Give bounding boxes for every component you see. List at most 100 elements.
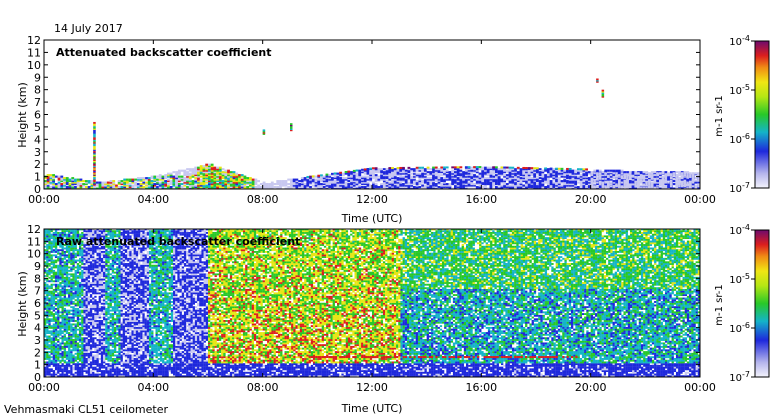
noise-cell bbox=[61, 302, 64, 305]
haze-cell bbox=[505, 174, 509, 177]
haze-cell bbox=[68, 178, 72, 181]
noise-cell bbox=[50, 259, 53, 262]
noise-cell bbox=[74, 337, 77, 340]
haze-cell bbox=[620, 183, 624, 186]
haze-cell bbox=[385, 172, 389, 175]
noise-cell bbox=[61, 282, 64, 284]
haze-cell bbox=[202, 178, 206, 181]
haze-cell bbox=[218, 187, 222, 189]
haze-cell bbox=[579, 175, 583, 178]
haze-cell bbox=[251, 180, 255, 183]
haze-cell bbox=[197, 180, 200, 183]
noise-cell bbox=[54, 285, 58, 288]
noise-cell bbox=[59, 271, 62, 274]
noise-cell bbox=[63, 307, 66, 310]
noise-cell bbox=[96, 371, 99, 374]
haze-cell bbox=[175, 183, 178, 186]
noise-cell bbox=[74, 275, 77, 278]
noise-cell bbox=[57, 235, 60, 238]
noise-cell bbox=[109, 358, 112, 360]
noise-cell bbox=[70, 256, 73, 259]
noise-cell bbox=[100, 342, 104, 345]
haze-cell bbox=[415, 175, 419, 178]
noise-cell bbox=[85, 330, 88, 333]
noise-cell bbox=[92, 314, 95, 317]
noise-cell bbox=[96, 271, 99, 274]
haze-cell bbox=[205, 163, 209, 166]
haze-cell bbox=[426, 177, 430, 180]
haze-cell bbox=[631, 184, 635, 187]
noise-cell bbox=[83, 339, 86, 341]
haze-cell bbox=[279, 184, 282, 187]
noise-cell bbox=[83, 283, 86, 286]
haze-cell bbox=[295, 187, 299, 189]
haze-cell bbox=[511, 181, 515, 184]
noise-cell bbox=[54, 313, 58, 316]
noise-cell bbox=[96, 290, 99, 293]
noise-cell bbox=[103, 366, 106, 369]
haze-cell bbox=[314, 184, 318, 187]
haze-cell bbox=[276, 187, 280, 189]
noise-cell bbox=[105, 264, 108, 267]
noise-cell bbox=[48, 252, 51, 255]
noise-cell bbox=[57, 349, 60, 352]
cloud-cell bbox=[93, 161, 96, 164]
haze-cell bbox=[489, 171, 493, 174]
noise-cell bbox=[107, 328, 110, 331]
haze-cell bbox=[150, 187, 154, 189]
haze-cell bbox=[57, 186, 61, 189]
noise-cell bbox=[78, 245, 82, 248]
haze-cell bbox=[120, 181, 124, 184]
haze-cell bbox=[451, 181, 455, 184]
noise-cell bbox=[52, 363, 56, 366]
noise-cell bbox=[94, 242, 97, 245]
haze-cell bbox=[197, 186, 200, 189]
noise-cell bbox=[68, 299, 71, 302]
noise-cell bbox=[100, 233, 104, 236]
noise-cell bbox=[61, 245, 64, 248]
haze-cell bbox=[382, 174, 386, 177]
haze-cell bbox=[249, 183, 252, 186]
noise-cell bbox=[50, 269, 53, 272]
noise-cell bbox=[83, 295, 86, 298]
haze-cell bbox=[407, 178, 411, 181]
noise-cell bbox=[76, 250, 80, 253]
haze-cell bbox=[659, 177, 662, 180]
noise-cell bbox=[103, 295, 106, 298]
haze-cell bbox=[555, 184, 558, 187]
haze-cell bbox=[645, 172, 648, 175]
layer-top-cell bbox=[347, 170, 351, 173]
noise-cell bbox=[85, 333, 88, 336]
noise-cell bbox=[107, 368, 110, 371]
haze-cell bbox=[172, 181, 176, 184]
haze-cell bbox=[615, 183, 618, 186]
noise-cell bbox=[85, 259, 88, 262]
haze-cell bbox=[224, 180, 228, 183]
noise-cell bbox=[44, 275, 47, 278]
noise-cell bbox=[65, 259, 69, 262]
haze-cell bbox=[484, 166, 487, 169]
haze-cell bbox=[590, 174, 594, 177]
noise-cell bbox=[74, 368, 77, 371]
noise-cell bbox=[109, 282, 112, 284]
haze-cell bbox=[648, 185, 651, 188]
haze-cell bbox=[694, 174, 698, 177]
haze-cell bbox=[544, 169, 547, 172]
haze-cell bbox=[421, 174, 424, 177]
noise-cell bbox=[46, 280, 49, 283]
haze-cell bbox=[358, 178, 362, 181]
noise-cell bbox=[78, 283, 82, 286]
haze-cell bbox=[191, 180, 195, 183]
noise-cell bbox=[61, 254, 64, 257]
haze-cell bbox=[194, 177, 198, 180]
noise-cell bbox=[61, 318, 64, 321]
haze-cell bbox=[538, 187, 542, 189]
haze-cell bbox=[156, 181, 159, 184]
haze-cell bbox=[459, 172, 463, 175]
noise-cell bbox=[92, 366, 95, 369]
layer-top-cell bbox=[492, 166, 496, 169]
haze-cell bbox=[631, 174, 635, 177]
noise-cell bbox=[105, 245, 108, 248]
haze-cell bbox=[325, 184, 329, 187]
noise-cell bbox=[63, 269, 66, 272]
